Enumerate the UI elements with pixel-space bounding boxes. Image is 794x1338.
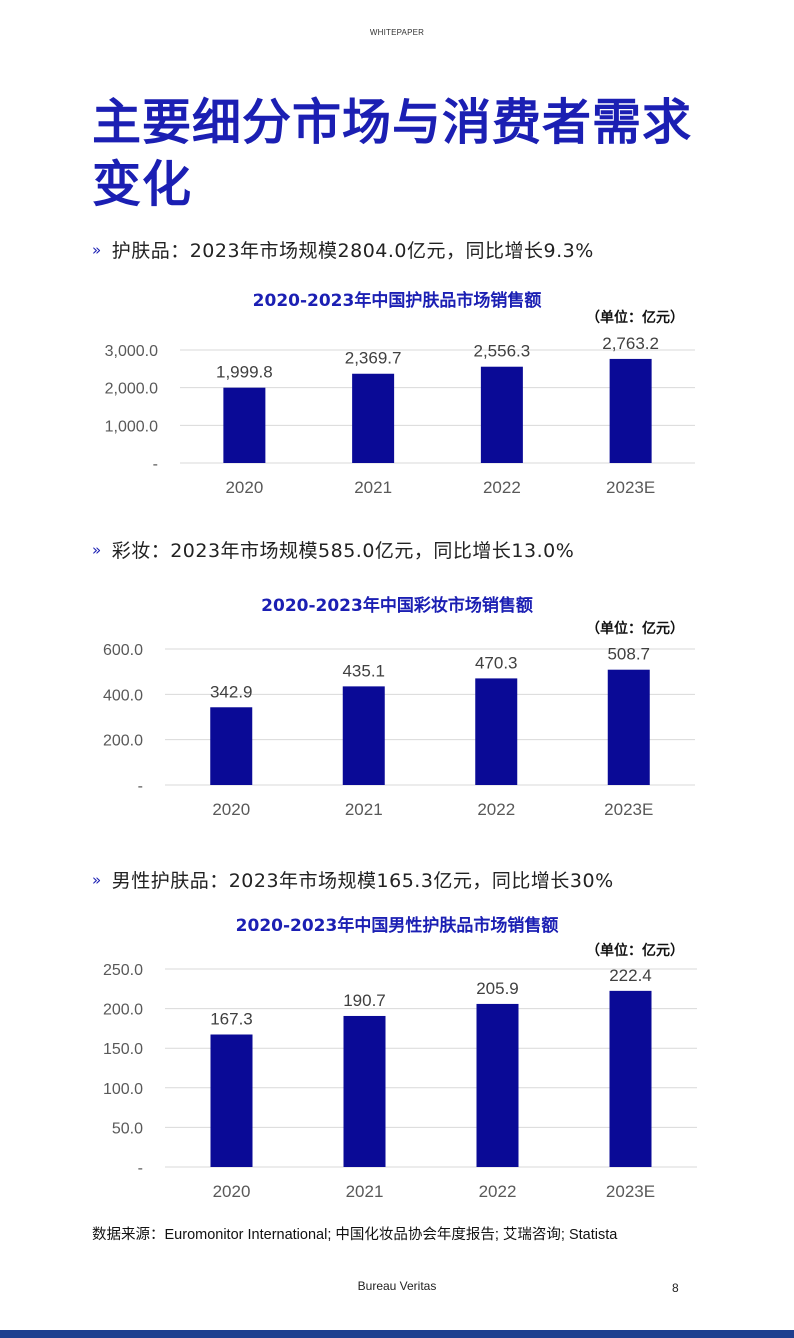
data-source-note: 数据来源：Euromonitor International; 中国化妆品协会年…: [92, 1227, 618, 1243]
chart-mens-skincare-sales: 2020-2023年中国男性护肤品市场销售额 （单位：亿元） - 50.0 100.0 1…: [103, 915, 697, 1201]
header-label: WHITEPAPER: [369, 28, 425, 37]
chart-makeup-sales: 2020-2023年中国彩妆市场销售额 （单位：亿元） - 200.0 400.0 600…: [103, 595, 695, 819]
bullet-marker-icon: »: [92, 241, 102, 259]
bullet-marker-icon: »: [92, 541, 102, 559]
data-label: 2,369.7: [345, 349, 402, 368]
y-tick-label: 600.0: [103, 642, 143, 659]
x-tick-label: 2020: [225, 478, 263, 497]
x-tick-label: 2021: [354, 478, 392, 497]
y-tick-label: 3,000.0: [105, 343, 158, 360]
chart-title: 2020-2023年中国护肤品市场销售额: [253, 290, 542, 311]
data-label: 222.4: [609, 966, 652, 985]
y-tick-label: -: [138, 1160, 143, 1177]
bullet-text: 彩妆：2023年市场规模585.0亿元，同比增长13.0%: [111, 540, 575, 562]
chart-unit-note: （单位：亿元）: [586, 942, 684, 959]
bullet-mens-skincare: » 男性护肤品：2023年市场规模165.3亿元，同比增长30%: [92, 866, 614, 893]
data-label: 2,763.2: [602, 334, 659, 353]
y-tick-label: 250.0: [103, 962, 143, 979]
data-label: 2,556.3: [474, 342, 531, 361]
page-title: 主要细分市场与消费者需求变化: [92, 94, 693, 213]
bar: [607, 669, 650, 785]
chart-title: 2020-2023年中国彩妆市场销售额: [261, 595, 533, 616]
y-tick-label: -: [153, 456, 158, 473]
bar: [352, 373, 395, 463]
data-label: 342.9: [210, 682, 253, 701]
bullet-text: 男性护肤品：2023年市场规模165.3亿元，同比增长30%: [111, 870, 614, 892]
bar: [210, 1034, 253, 1167]
x-tick-label: 2020: [212, 800, 250, 819]
chart-unit-note: （单位：亿元）: [586, 309, 684, 326]
x-tick-label: 2022: [483, 478, 521, 497]
data-label: 435.1: [342, 661, 385, 680]
data-label: 470.3: [475, 653, 518, 672]
y-tick-label: 400.0: [103, 687, 143, 704]
y-tick-label: -: [138, 778, 143, 795]
footer-bar: [0, 1330, 794, 1338]
data-label: 190.7: [343, 991, 386, 1010]
x-tick-label: 2021: [346, 1182, 384, 1201]
bullet-text: 护肤品：2023年市场规模2804.0亿元，同比增长9.3%: [111, 240, 594, 262]
x-tick-label: 2022: [477, 800, 515, 819]
y-tick-label: 200.0: [103, 1002, 143, 1019]
bar: [609, 358, 652, 463]
chart-unit-note: （单位：亿元）: [586, 620, 684, 637]
page-number: 8: [672, 1281, 679, 1295]
x-tick-label: 2023E: [606, 1182, 655, 1201]
y-tick-label: 100.0: [103, 1081, 143, 1098]
footer-company: Bureau Veritas: [357, 1279, 437, 1293]
bar: [480, 366, 523, 463]
data-label: 205.9: [476, 979, 519, 998]
data-label: 1,999.8: [216, 363, 273, 382]
x-tick-label: 2023E: [604, 800, 653, 819]
x-tick-label: 2022: [479, 1182, 517, 1201]
y-tick-label: 200.0: [103, 733, 143, 750]
bar: [223, 387, 266, 463]
bar: [476, 1003, 519, 1167]
bullet-skincare: » 护肤品：2023年市场规模2804.0亿元，同比增长9.3%: [92, 236, 594, 263]
bar: [342, 686, 385, 785]
bar: [210, 707, 253, 785]
x-tick-label: 2021: [345, 800, 383, 819]
x-tick-label: 2020: [213, 1182, 251, 1201]
y-tick-label: 1,000.0: [105, 418, 158, 435]
bar: [343, 1015, 386, 1167]
data-label: 508.7: [607, 645, 650, 664]
chart-skincare-sales: 2020-2023年中国护肤品市场销售额 （单位：亿元） - 1,000.0 2,000…: [105, 290, 695, 497]
bar: [609, 990, 652, 1167]
y-tick-label: 2,000.0: [105, 381, 158, 398]
bar: [475, 678, 518, 785]
bullet-marker-icon: »: [92, 871, 102, 889]
y-tick-label: 50.0: [112, 1120, 143, 1137]
bullet-makeup: » 彩妆：2023年市场规模585.0亿元，同比增长13.0%: [92, 536, 574, 563]
x-tick-label: 2023E: [606, 478, 655, 497]
data-label: 167.3: [210, 1009, 253, 1028]
y-tick-label: 150.0: [103, 1041, 143, 1058]
chart-title: 2020-2023年中国男性护肤品市场销售额: [236, 915, 559, 936]
